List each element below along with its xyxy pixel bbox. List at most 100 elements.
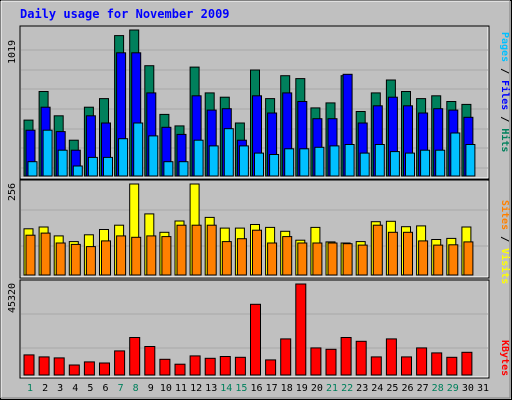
bar-kbytes-day-10 (159, 358, 171, 376)
bar-kbytes-day-24 (370, 356, 382, 376)
legend-files: Files (499, 80, 511, 110)
bar-kbytes-day-28 (431, 352, 443, 376)
x-tick-label: 27 (417, 383, 429, 394)
x-tick-label: 5 (87, 383, 93, 394)
bar-pages-day-17 (269, 154, 280, 177)
bar-pages-day-6 (103, 156, 113, 177)
bar-pages-day-28 (435, 149, 446, 177)
bar-kbytes-day-25 (385, 338, 397, 376)
bar-sites-day-8 (131, 236, 142, 276)
x-tick-label: 2 (42, 383, 48, 394)
x-tick-label: 21 (326, 383, 338, 394)
bar-kbytes-day-19 (295, 283, 307, 376)
bar-kbytes-day-4 (68, 364, 80, 376)
x-tick-label: 30 (462, 383, 474, 394)
bar-kbytes-day-22 (340, 337, 352, 376)
bar-pages-day-10 (163, 161, 174, 177)
bar-pages-day-12 (193, 139, 204, 177)
legend-kbytes: KBytes (499, 340, 510, 376)
bar-pages-day-29 (450, 132, 461, 177)
bar-pages-day-1 (27, 161, 38, 177)
x-tick-label: 17 (266, 383, 278, 394)
legend-visits: Visits (499, 248, 511, 284)
x-tick-label: 20 (311, 383, 323, 394)
bar-pages-day-20 (314, 146, 325, 177)
bar-sites-day-22 (342, 243, 353, 276)
bar-kbytes-day-7 (114, 350, 126, 376)
x-tick-label: 6 (102, 383, 108, 394)
bar-sites-day-6 (101, 240, 111, 276)
bar-pages-day-5 (87, 156, 98, 177)
bar-sites-day-24 (372, 224, 383, 276)
bar-pages-day-11 (178, 161, 189, 177)
x-tick-label: 13 (205, 383, 217, 394)
bar-pages-day-8 (133, 122, 144, 177)
bar-sites-day-23 (357, 244, 368, 276)
bar-kbytes-day-11 (174, 363, 186, 376)
bar-pages-day-14 (223, 128, 234, 177)
bar-kbytes-day-9 (144, 346, 156, 376)
legend-pages: Pages (499, 32, 510, 62)
bar-sites-day-10 (161, 236, 172, 276)
x-tick-label: 14 (220, 383, 232, 394)
bar-sites-day-18 (282, 236, 293, 276)
bar-pages-day-24 (374, 144, 385, 177)
bar-kbytes-day-5 (83, 361, 95, 376)
bar-sites-day-30 (463, 241, 474, 276)
bar-pages-day-25 (389, 151, 400, 177)
x-tick-label: 19 (296, 383, 308, 394)
bar-kbytes-day-23 (355, 340, 367, 376)
bar-sites-day-29 (448, 244, 459, 276)
bar-sites-day-14 (221, 241, 232, 276)
bar-pages-day-27 (420, 149, 431, 177)
x-tick-label: 7 (118, 383, 124, 394)
bar-kbytes-day-20 (310, 347, 322, 376)
x-tick-label: 25 (386, 383, 398, 394)
x-tick-label: 8 (133, 383, 139, 394)
bar-sites-day-16 (252, 229, 262, 276)
bar-sites-day-25 (387, 231, 398, 276)
bar-pages-day-21 (329, 145, 340, 177)
bar-kbytes-day-27 (416, 347, 428, 376)
bar-kbytes-day-12 (189, 355, 201, 376)
bar-sites-day-9 (146, 235, 157, 276)
x-tick-label: 26 (401, 383, 413, 394)
bar-sites-day-2 (40, 232, 51, 276)
bar-sites-day-11 (176, 224, 187, 276)
x-tick-label: 3 (57, 383, 63, 394)
bar-pages-day-3 (57, 149, 68, 177)
bar-kbytes-day-13 (204, 357, 216, 376)
legend-sites: Sites (499, 200, 511, 230)
x-tick-label: 15 (235, 383, 247, 394)
bar-sites-day-19 (297, 242, 308, 276)
bar-pages-day-13 (208, 145, 219, 177)
bar-sites-day-21 (327, 242, 338, 276)
bar-kbytes-day-14 (219, 356, 231, 376)
bar-pages-day-4 (72, 165, 83, 177)
legend-top: Pages / Files / Hits (499, 32, 511, 152)
x-tick-label: 23 (356, 383, 368, 394)
bar-sites-day-13 (206, 224, 217, 276)
bar-pages-day-18 (284, 148, 295, 177)
x-tick-label: 1 (27, 383, 33, 394)
bar-sites-day-4 (70, 243, 81, 276)
bar-kbytes-day-8 (129, 337, 141, 376)
x-tick-label: 10 (160, 383, 172, 394)
bar-kbytes-day-17 (265, 359, 277, 376)
bar-kbytes-day-3 (53, 357, 65, 376)
bar-sites-day-7 (116, 235, 127, 276)
bar-pages-day-22 (344, 144, 355, 177)
x-tick-label: 18 (281, 383, 293, 394)
bar-pages-day-23 (359, 152, 370, 177)
x-tick-label: 24 (371, 383, 383, 394)
legend-hits: Hits (499, 128, 511, 152)
x-tick-label: 9 (148, 383, 154, 394)
bar-kbytes-day-26 (401, 356, 412, 376)
bar-kbytes-day-21 (325, 348, 337, 376)
bar-sites-day-26 (403, 231, 413, 276)
bar-kbytes-day-30 (461, 351, 473, 376)
x-tick-label: 16 (250, 383, 262, 394)
bar-sites-day-5 (85, 246, 96, 276)
bar-sites-day-15 (236, 238, 247, 276)
x-tick-label: 29 (447, 383, 459, 394)
